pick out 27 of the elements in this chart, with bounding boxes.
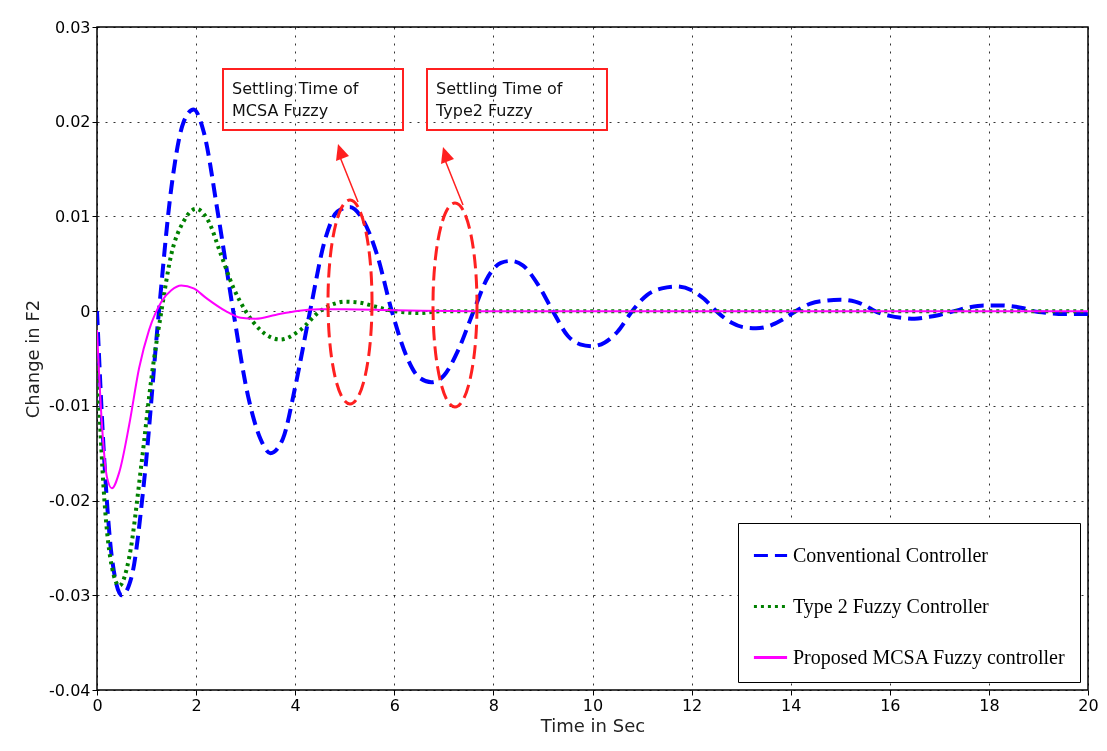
x-tick-label: 12	[681, 695, 703, 715]
y-tick-label: 0.02	[54, 112, 91, 132]
x-axis-title: Time in Sec	[539, 714, 646, 736]
x-tick-label: 20	[1078, 695, 1099, 715]
legend-label: Conventional Controller	[793, 543, 989, 566]
x-tick-label: 6	[389, 695, 400, 715]
y-tick-label: -0.01	[49, 396, 91, 416]
x-tick-label: 8	[488, 695, 499, 715]
y-axis-title: Change in F2	[22, 299, 44, 419]
line-series	[97, 284, 1088, 490]
x-tick-label: 14	[781, 695, 802, 715]
x-tick-label: 10	[582, 695, 604, 715]
y-tick-label: -0.04	[49, 680, 91, 700]
text-box: Settling Time of Type2 Fuzzy	[426, 68, 608, 132]
x-tick-label: 18	[979, 695, 1000, 715]
y-tick-label: -0.03	[49, 585, 91, 605]
x-tick-label: 4	[290, 695, 301, 715]
legend-label: Proposed MCSA Fuzzy controller	[793, 645, 1065, 669]
text-box: Settling Time of MCSA Fuzzy	[222, 68, 404, 132]
y-tick-label: 0.03	[54, 17, 91, 37]
y-tick-label: 0	[80, 301, 91, 321]
x-tick-label: 2	[191, 695, 202, 715]
legend-label: Type 2 Fuzzy Controller	[793, 594, 990, 618]
line-series	[97, 206, 1088, 588]
x-tick-label: 16	[880, 695, 901, 715]
y-tick-label: 0.01	[54, 206, 91, 226]
y-tick-label: -0.02	[49, 491, 91, 511]
